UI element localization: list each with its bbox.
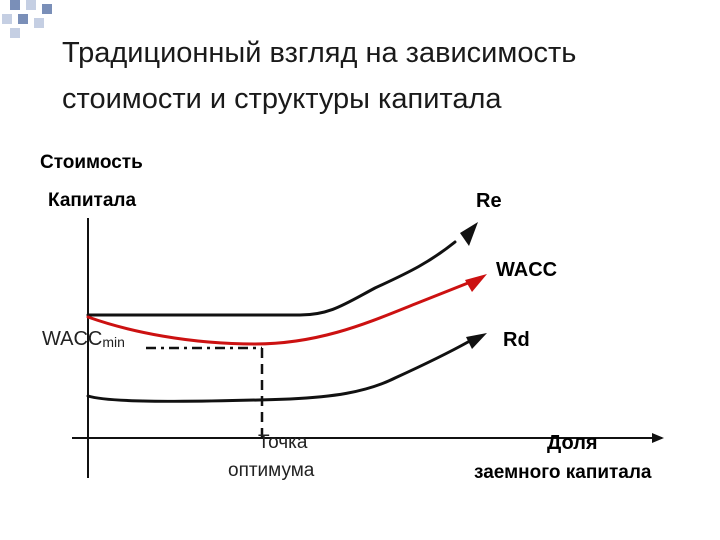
- optimum-label-line1: Точка: [258, 432, 308, 453]
- y-axis-label-line1: Стоимость: [40, 152, 143, 173]
- re-curve: [86, 240, 457, 317]
- x-axis-label-line1: Доля: [547, 432, 598, 454]
- rd-arrowhead: [466, 333, 487, 349]
- series-label-rd: Rd: [503, 329, 530, 351]
- deco-square: [2, 14, 12, 24]
- series-label-re: Re: [476, 190, 502, 212]
- wacc-min-label-sub: min: [102, 334, 125, 350]
- slide-title: Традиционный взгляд на зависимость стоим…: [62, 37, 577, 115]
- wacc-min-label: WACCmin: [42, 328, 125, 351]
- re-arrowhead: [460, 222, 478, 246]
- wacc-curve: [86, 281, 470, 346]
- deco-square: [34, 18, 44, 28]
- y-axis-label-line2: Капитала: [48, 190, 137, 211]
- x-axis-label-line2: заемного капитала: [474, 462, 652, 483]
- optimum-label-line2: оптимума: [228, 460, 315, 481]
- rd-curve: [86, 340, 470, 403]
- corner-decoration: [0, 0, 60, 40]
- wacc-arrowhead: [465, 274, 487, 292]
- deco-square: [18, 14, 28, 24]
- deco-square: [10, 0, 20, 10]
- deco-square: [26, 0, 36, 10]
- deco-square: [10, 28, 20, 38]
- wacc-min-label-main: WACC: [42, 328, 103, 350]
- series-label-wacc: WACC: [496, 259, 558, 281]
- deco-square: [42, 4, 52, 14]
